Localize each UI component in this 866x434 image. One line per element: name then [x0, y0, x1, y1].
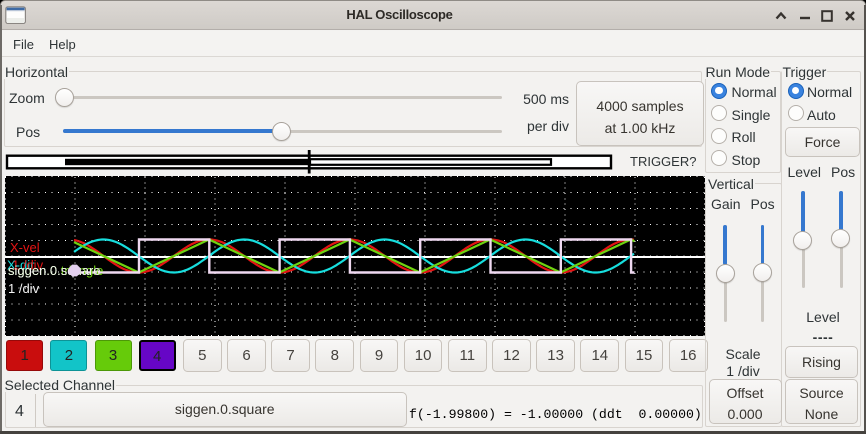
svg-text:1 /div: 1 /div — [8, 281, 40, 296]
svg-text:siggen.0.square: siggen.0.square — [8, 263, 101, 278]
svg-text:1 /div: 1 /div — [12, 258, 44, 273]
svg-text:siggen.0.triangle: siggen.0.triangle — [8, 263, 103, 278]
svg-text:X-dir: X-dir — [7, 258, 35, 273]
svg-text:X-vel: X-vel — [10, 240, 40, 255]
